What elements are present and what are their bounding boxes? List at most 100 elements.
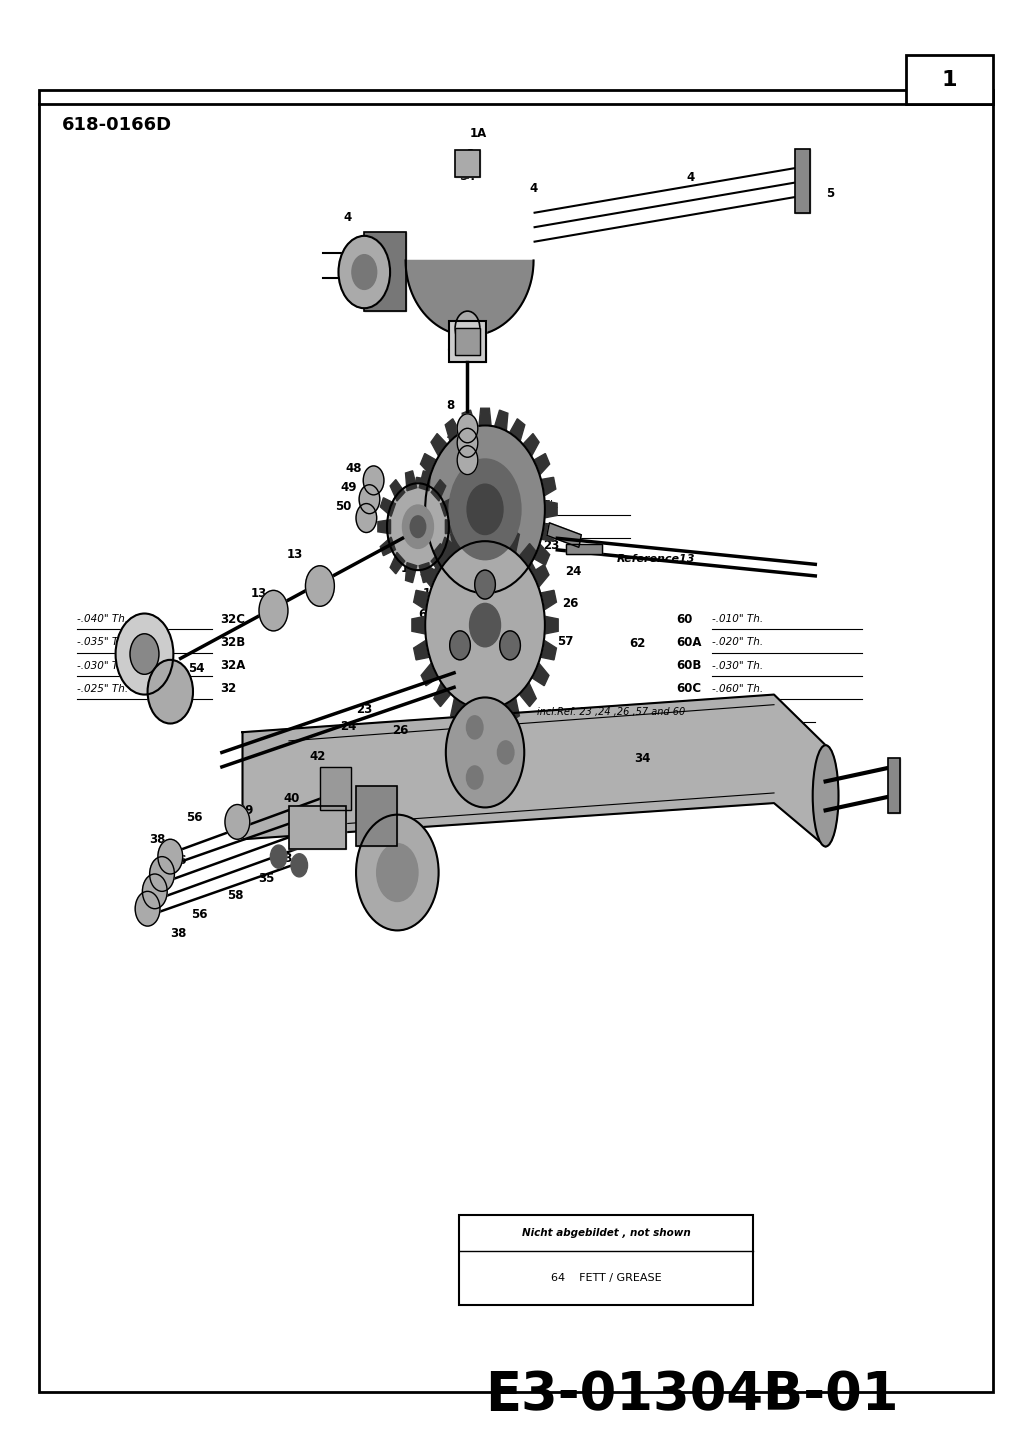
Text: -.020" Th.: -.020" Th.	[508, 524, 559, 532]
Text: 34: 34	[635, 752, 651, 764]
Circle shape	[449, 459, 521, 560]
Polygon shape	[431, 479, 446, 501]
Circle shape	[499, 631, 520, 660]
Polygon shape	[433, 544, 453, 572]
Polygon shape	[412, 615, 428, 635]
Text: 61: 61	[418, 609, 434, 621]
Text: 1A: 1A	[470, 127, 487, 139]
Circle shape	[150, 857, 174, 891]
Polygon shape	[519, 557, 539, 585]
Polygon shape	[431, 434, 451, 462]
Circle shape	[291, 854, 308, 877]
Circle shape	[457, 414, 478, 443]
Bar	[459, 1215, 753, 1305]
Circle shape	[259, 590, 288, 631]
Bar	[320, 767, 351, 810]
Text: E3-01304B-01: E3-01304B-01	[485, 1369, 898, 1421]
Circle shape	[457, 446, 478, 475]
Polygon shape	[414, 478, 433, 498]
Text: 38: 38	[170, 928, 187, 939]
Polygon shape	[451, 693, 467, 721]
Text: 13: 13	[251, 587, 267, 599]
Polygon shape	[406, 470, 417, 491]
Polygon shape	[433, 679, 453, 706]
Text: 2: 2	[466, 149, 475, 161]
Bar	[455, 150, 480, 177]
Text: 45: 45	[132, 648, 149, 660]
Polygon shape	[462, 582, 477, 609]
Polygon shape	[414, 521, 433, 541]
Polygon shape	[420, 540, 441, 566]
Circle shape	[352, 255, 377, 289]
Text: 35: 35	[258, 873, 275, 884]
Text: 23: 23	[356, 703, 373, 715]
Bar	[289, 806, 346, 849]
Ellipse shape	[813, 745, 838, 846]
Text: 4: 4	[344, 211, 352, 223]
Polygon shape	[507, 418, 525, 447]
Text: 43: 43	[335, 773, 352, 784]
Polygon shape	[517, 544, 537, 572]
Text: -.035" Th.: -.035" Th.	[77, 638, 129, 647]
Text: 48: 48	[346, 463, 362, 475]
Circle shape	[363, 466, 384, 495]
Polygon shape	[517, 679, 537, 706]
Text: 60: 60	[676, 614, 692, 625]
Text: 4: 4	[686, 172, 695, 184]
Polygon shape	[471, 702, 484, 728]
Polygon shape	[380, 498, 395, 517]
Text: 56: 56	[191, 909, 207, 920]
Bar	[455, 150, 480, 177]
Text: 52: 52	[446, 341, 462, 353]
Circle shape	[116, 614, 173, 695]
Text: 24: 24	[341, 721, 357, 732]
Polygon shape	[541, 501, 557, 518]
Polygon shape	[529, 453, 550, 479]
Text: -.040" Th.: -.040" Th.	[77, 615, 129, 624]
Text: 62: 62	[630, 638, 646, 650]
Polygon shape	[542, 615, 558, 635]
Bar	[547, 522, 581, 547]
Polygon shape	[462, 410, 477, 437]
Text: 50: 50	[335, 501, 352, 512]
Circle shape	[359, 485, 380, 514]
Polygon shape	[446, 519, 458, 534]
Circle shape	[142, 874, 167, 909]
Circle shape	[411, 517, 426, 537]
Bar	[566, 544, 602, 554]
Bar	[449, 321, 486, 362]
Text: 8: 8	[446, 399, 454, 411]
Text: 11: 11	[446, 453, 462, 464]
Circle shape	[470, 603, 501, 647]
Text: 56: 56	[170, 855, 187, 867]
Text: -.025" Th.: -.025" Th.	[508, 501, 559, 509]
Circle shape	[270, 845, 287, 868]
Polygon shape	[390, 553, 405, 574]
Polygon shape	[529, 540, 550, 566]
Text: 60A: 60A	[676, 637, 702, 648]
Circle shape	[475, 570, 495, 599]
Text: 15: 15	[477, 537, 493, 548]
Circle shape	[356, 815, 439, 930]
Polygon shape	[421, 564, 442, 590]
Text: 5: 5	[826, 188, 834, 200]
Bar	[888, 758, 900, 813]
Text: 26: 26	[392, 725, 409, 737]
Polygon shape	[378, 519, 390, 534]
Polygon shape	[420, 453, 441, 479]
Text: incl.Ref. 23 ,24 ,26 ,57 and 60: incl.Ref. 23 ,24 ,26 ,57 and 60	[537, 708, 685, 716]
Circle shape	[158, 839, 183, 874]
Bar	[364, 232, 406, 311]
Text: 49: 49	[341, 482, 357, 493]
Text: 57: 57	[557, 635, 574, 647]
Polygon shape	[414, 590, 432, 612]
Polygon shape	[419, 563, 430, 583]
Text: 32C: 32C	[220, 614, 245, 625]
Polygon shape	[537, 521, 556, 541]
Text: 618-0166D: 618-0166D	[62, 116, 172, 133]
Bar	[795, 149, 810, 213]
Polygon shape	[507, 572, 525, 601]
Polygon shape	[421, 660, 442, 686]
Text: 17: 17	[400, 563, 417, 574]
Polygon shape	[493, 582, 508, 609]
